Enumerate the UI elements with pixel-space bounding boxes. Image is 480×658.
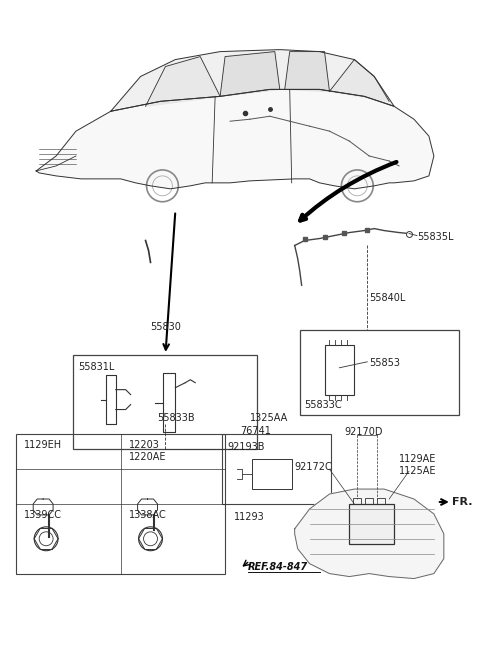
Bar — [73, 355, 257, 449]
Text: 55833B: 55833B — [157, 413, 195, 422]
Text: 1129EH: 1129EH — [24, 440, 62, 450]
Text: 55833C: 55833C — [305, 399, 342, 409]
Bar — [349, 504, 394, 544]
Text: FR.: FR. — [452, 497, 472, 507]
Text: 55835L: 55835L — [417, 232, 454, 241]
Text: 55830: 55830 — [151, 322, 181, 332]
Polygon shape — [145, 57, 220, 107]
Text: REF.84-847: REF.84-847 — [248, 562, 308, 572]
Text: 11293: 11293 — [234, 512, 265, 522]
Text: 92193B: 92193B — [227, 442, 264, 452]
Text: 92172C: 92172C — [295, 462, 333, 472]
Polygon shape — [329, 60, 389, 101]
Text: 92170D: 92170D — [344, 428, 383, 438]
Bar — [365, 498, 373, 504]
Text: 12203
1220AE: 12203 1220AE — [129, 440, 166, 462]
Bar — [300, 330, 459, 415]
Bar — [377, 498, 385, 504]
Text: 1129AE
1125AE: 1129AE 1125AE — [399, 454, 437, 476]
Bar — [222, 434, 332, 504]
Text: 55840L: 55840L — [369, 293, 406, 303]
Bar — [324, 345, 354, 395]
Polygon shape — [295, 489, 444, 578]
Text: 55831L: 55831L — [78, 362, 114, 372]
Bar — [252, 459, 292, 489]
Polygon shape — [285, 51, 329, 91]
Bar — [16, 434, 225, 574]
Bar — [353, 498, 361, 504]
Polygon shape — [36, 89, 434, 189]
Polygon shape — [111, 49, 394, 111]
Text: 1325AA: 1325AA — [250, 413, 288, 422]
Text: 1338AC: 1338AC — [129, 510, 167, 520]
Polygon shape — [220, 51, 280, 96]
Text: 76741: 76741 — [240, 426, 271, 436]
Text: 1339CC: 1339CC — [24, 510, 62, 520]
Text: 55853: 55853 — [369, 358, 400, 368]
